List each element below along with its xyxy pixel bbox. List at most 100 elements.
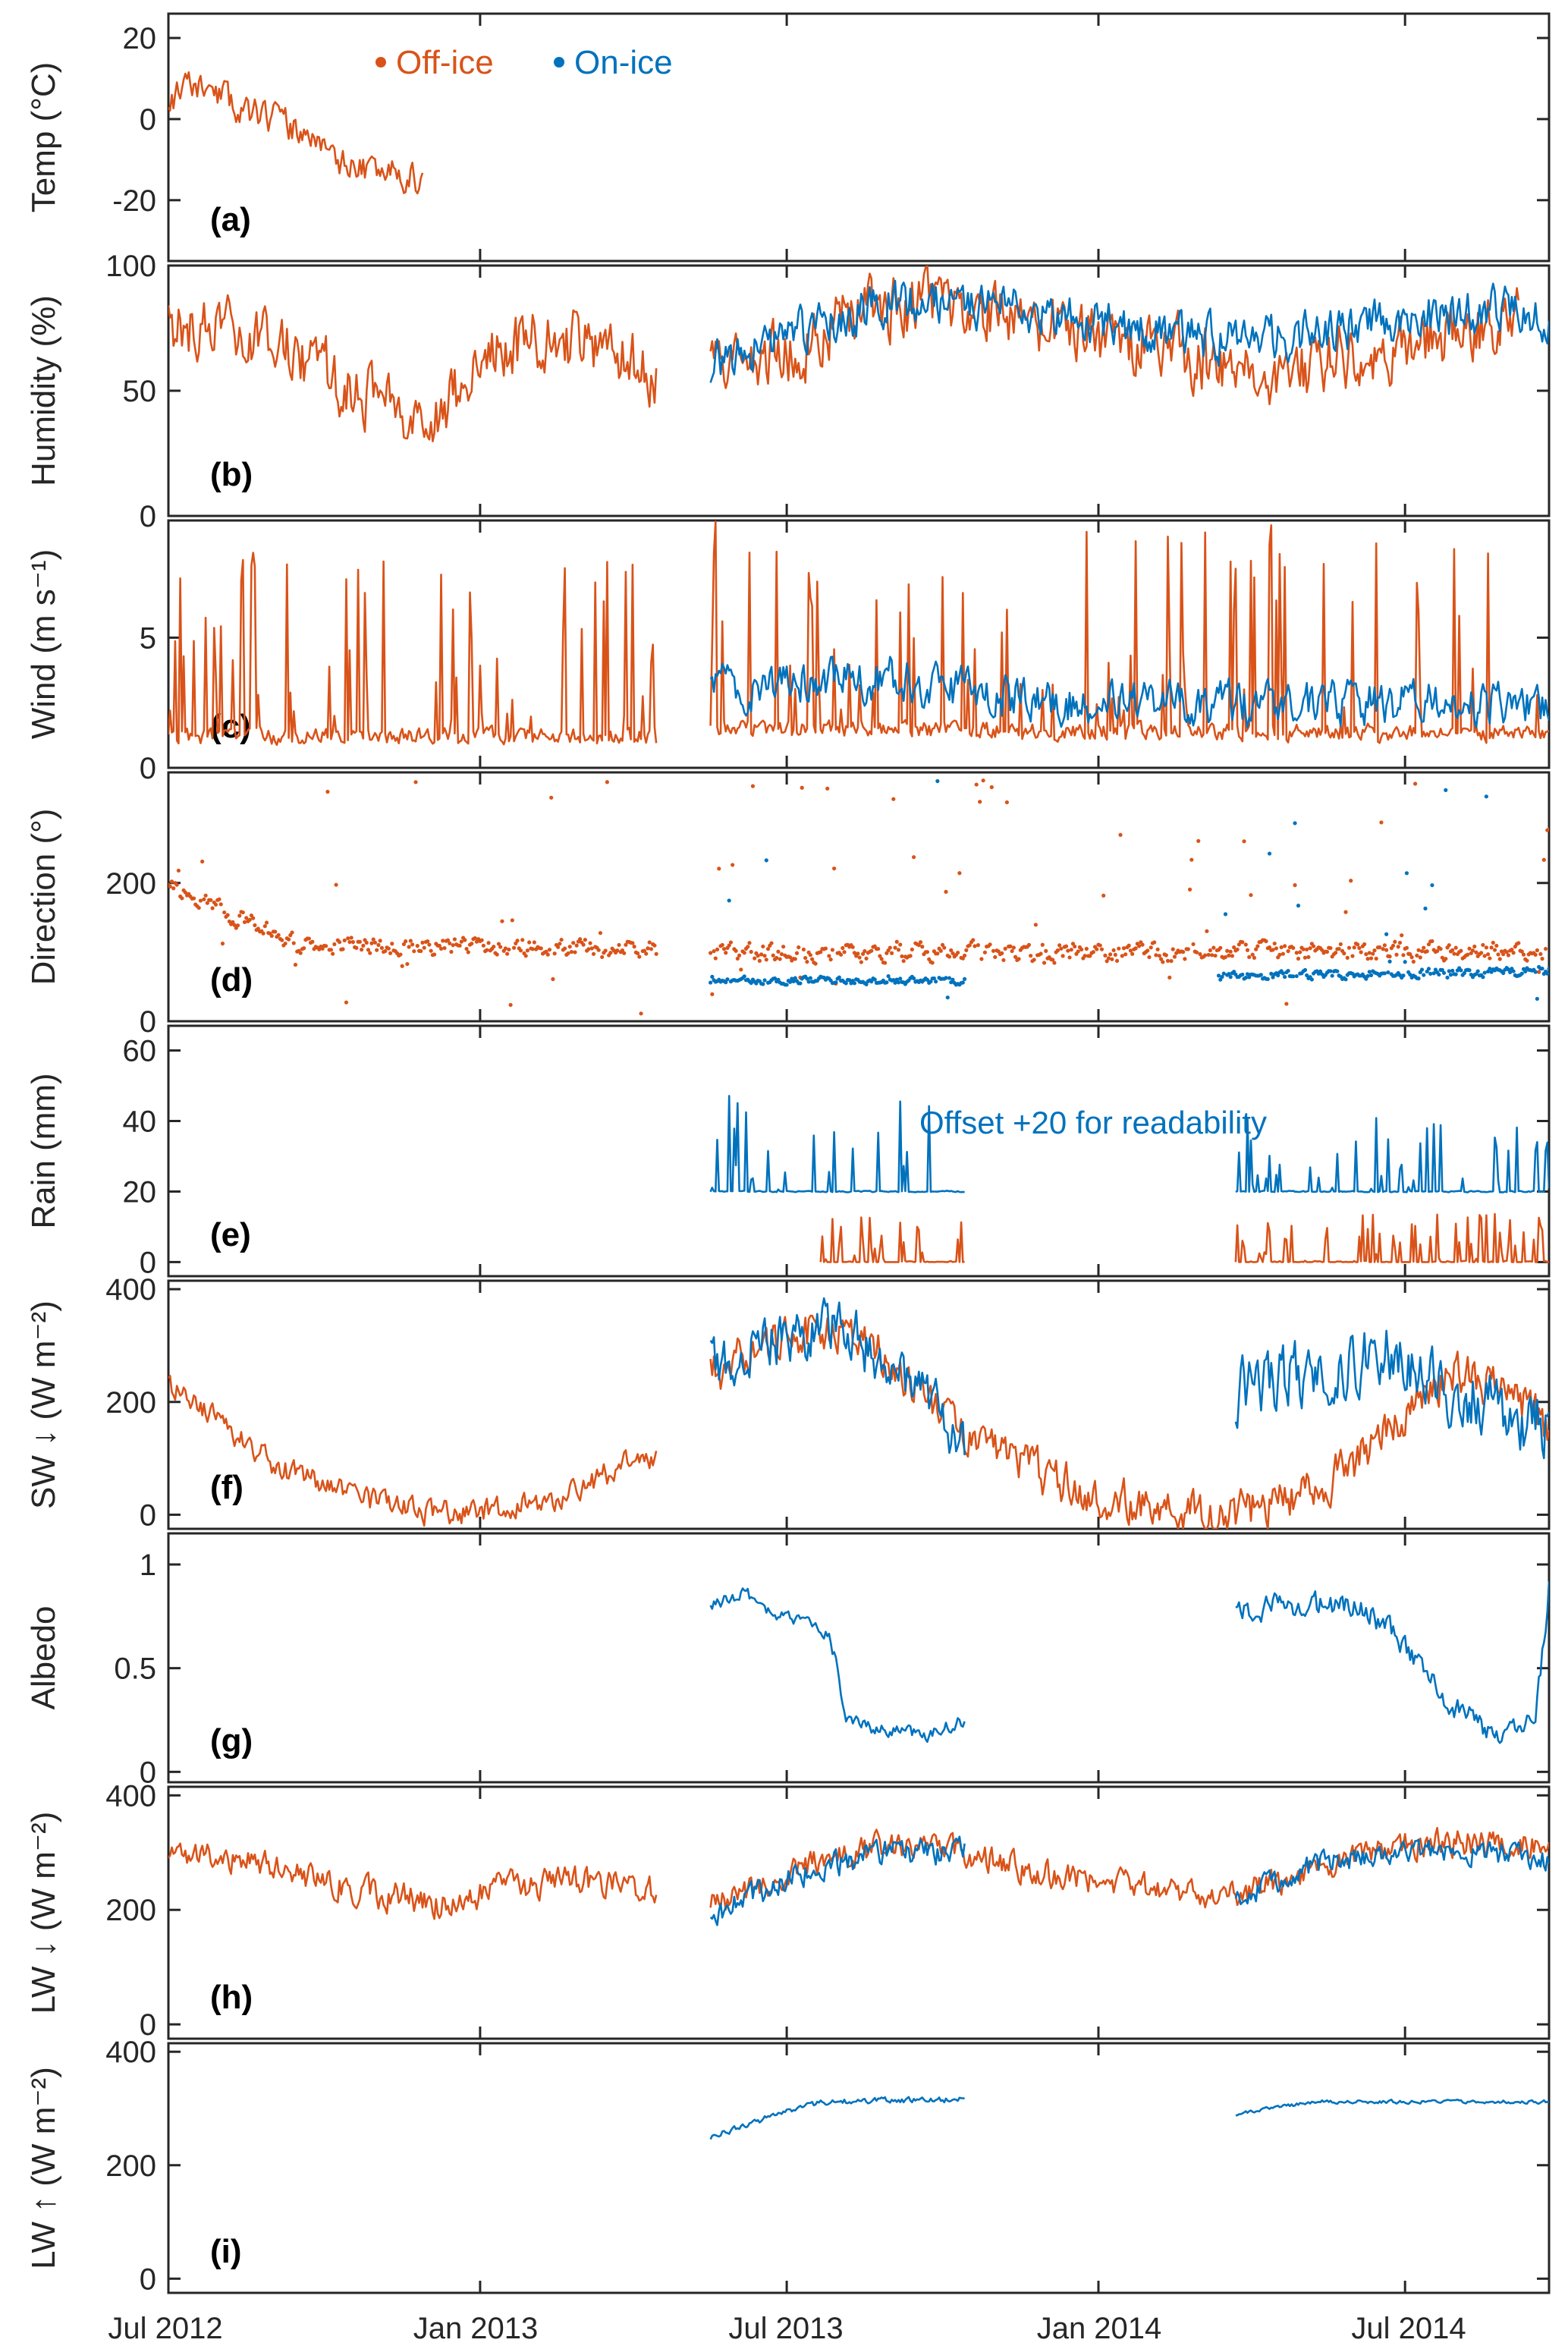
data-point-off-ice — [962, 953, 967, 958]
data-point-on-ice — [1343, 977, 1348, 982]
data-point-off-ice — [1157, 954, 1161, 958]
data-point-off-ice — [372, 940, 378, 945]
data-point-off-ice — [1506, 953, 1511, 958]
data-point-off-ice — [378, 939, 382, 943]
data-point-on-ice — [1416, 976, 1421, 981]
data-point-on-ice — [1365, 973, 1370, 978]
data-point-off-ice — [652, 943, 657, 948]
y-tick-label-albedo: 1 — [140, 1549, 156, 1582]
data-point-off-ice — [979, 957, 984, 961]
data-point-off-ice — [1155, 947, 1160, 951]
data-point-off-ice — [742, 951, 746, 955]
data-point-off-ice — [511, 945, 517, 950]
data-point-off-ice — [452, 937, 457, 942]
data-point-on-ice — [1318, 969, 1323, 973]
data-point-on-ice — [934, 980, 938, 984]
data-point-off-ice — [869, 948, 874, 953]
data-point-off-ice — [830, 948, 834, 952]
y-tick-label-lw_up: 400 — [105, 2036, 156, 2069]
y-axis-label-direction: Direction (°) — [25, 809, 62, 986]
data-point-off-ice — [273, 929, 278, 934]
data-point-off-ice — [1357, 945, 1362, 951]
data-point-off-ice — [1382, 943, 1387, 948]
data-point-off-ice — [1084, 946, 1089, 951]
data-point-off-ice — [1450, 948, 1455, 952]
data-point-off-ice — [1387, 954, 1392, 959]
data-point-off-ice — [451, 943, 455, 948]
plot-area-lw_down — [168, 1826, 1549, 1926]
data-point-off-ice — [1099, 947, 1105, 951]
data-point-on-ice — [1445, 975, 1450, 980]
data-point-off-ice — [1349, 879, 1353, 883]
data-point-off-ice — [838, 952, 844, 957]
data-point-off-ice — [1346, 945, 1352, 950]
data-point-off-ice — [492, 945, 496, 949]
data-point-off-ice — [1280, 951, 1285, 956]
data-point-off-ice — [713, 956, 718, 961]
data-point-off-ice — [1390, 943, 1396, 948]
data-point-off-ice — [1283, 944, 1287, 948]
series-line-on-ice-albedo-0 — [709, 1587, 966, 1744]
panel-label-lw_down: (h) — [210, 1979, 253, 2016]
data-point-on-ice — [886, 973, 891, 979]
data-point-on-ice — [1387, 959, 1392, 964]
data-point-on-ice — [1364, 976, 1368, 981]
data-point-off-ice — [764, 958, 768, 962]
data-point-off-ice — [1145, 948, 1150, 953]
data-point-off-ice — [775, 955, 779, 961]
data-point-off-ice — [828, 958, 833, 962]
data-point-on-ice — [1428, 971, 1433, 976]
data-point-off-ice — [1538, 951, 1543, 957]
data-point-off-ice — [749, 949, 753, 954]
panel-direction: 200 0 Direction (°) (d) — [25, 771, 1551, 1039]
data-point-off-ice — [1076, 949, 1080, 954]
data-point-off-ice — [544, 949, 548, 954]
data-point-off-ice — [1301, 947, 1306, 951]
data-point-off-ice — [1230, 954, 1235, 958]
data-point-off-ice — [1225, 948, 1230, 953]
panel-direction-frame — [167, 771, 1551, 1023]
data-point-off-ice — [1232, 945, 1236, 950]
data-point-off-ice — [562, 946, 567, 951]
data-point-off-ice — [331, 951, 335, 956]
data-point-off-ice — [269, 933, 274, 939]
data-point-on-ice — [896, 980, 901, 985]
data-point-off-ice — [709, 951, 713, 955]
data-point-off-ice — [883, 961, 888, 965]
plot-area-direction — [168, 778, 1549, 1016]
panel-label-sw_down: (f) — [210, 1469, 244, 1506]
x-tick-label-jan-2013: Jan 2013 — [413, 2312, 539, 2345]
data-point-off-ice — [1169, 959, 1174, 964]
data-point-on-ice — [1419, 967, 1425, 972]
data-point-off-ice — [1438, 947, 1443, 951]
data-point-off-ice — [505, 951, 510, 956]
data-point-off-ice — [615, 948, 620, 953]
data-point-off-ice — [647, 940, 652, 945]
data-point-off-ice — [1466, 952, 1470, 957]
legend-on-ice-label: On-ice — [574, 44, 673, 81]
data-point-on-ice — [806, 980, 811, 984]
panel-temp-frame — [167, 12, 1551, 263]
data-point-off-ice — [1452, 951, 1456, 956]
y-axis-label-albedo: Albedo — [25, 1605, 62, 1709]
data-point-off-ice — [1274, 946, 1279, 951]
data-point-off-ice — [1189, 857, 1194, 862]
data-point-on-ice — [709, 980, 713, 985]
data-point-on-ice — [1511, 969, 1516, 973]
data-point-on-ice — [1441, 970, 1447, 975]
data-point-off-ice — [1419, 949, 1425, 954]
data-point-off-ice — [398, 952, 403, 957]
data-point-off-ice — [1121, 946, 1127, 951]
data-point-on-ice — [1459, 968, 1463, 973]
data-point-off-ice — [426, 939, 430, 944]
data-point-on-ice — [1547, 967, 1549, 971]
data-point-on-ice — [791, 979, 796, 984]
data-point-off-ice — [350, 940, 356, 945]
data-point-off-ice — [438, 946, 444, 951]
data-point-off-ice — [1352, 945, 1356, 950]
data-point-off-ice — [644, 951, 649, 956]
data-point-off-ice — [759, 952, 764, 957]
data-point-off-ice — [256, 926, 260, 931]
data-point-off-ice — [346, 936, 350, 941]
data-point-off-ice — [290, 930, 294, 935]
